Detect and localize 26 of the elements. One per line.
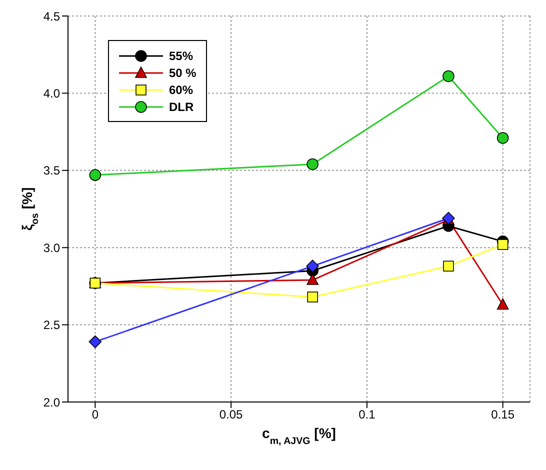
legend-label: 55%	[169, 48, 194, 62]
y-tick-label: 2.5	[43, 318, 60, 332]
x-tick-label: 0	[92, 408, 99, 422]
point	[89, 169, 102, 181]
point	[497, 239, 508, 250]
x-axis-title: c$_{m, AJVG}$ [%]	[262, 425, 336, 446]
x-tick-label: 0.1	[358, 408, 376, 422]
y-tick-label: 4.0	[43, 86, 60, 100]
point	[307, 292, 318, 302]
legend-label: 50 %	[169, 66, 196, 80]
y-tick-label: 4.5	[43, 9, 60, 24]
y-tick-label: 3.5	[43, 164, 60, 178]
legend-label: DLR	[169, 100, 194, 114]
x-tick-label: 0.15	[491, 408, 515, 422]
point	[306, 274, 318, 285]
point	[496, 298, 509, 310]
y-tick-label: 3.0	[43, 240, 60, 255]
point	[306, 158, 318, 170]
point	[442, 70, 454, 82]
x-tick-label: 0.05	[219, 408, 244, 422]
y-tick-label: 2.0	[43, 395, 60, 410]
legend-label: 60%	[169, 82, 194, 96]
point	[443, 260, 454, 272]
point	[306, 260, 319, 273]
point	[496, 132, 509, 144]
point	[88, 335, 102, 348]
